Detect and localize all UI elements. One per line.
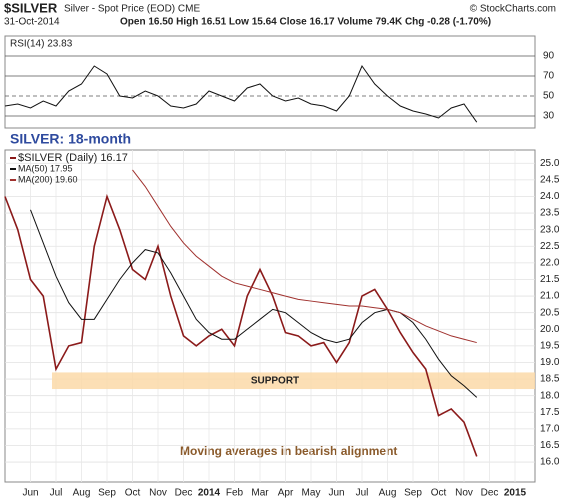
y-tick-label: 90	[543, 51, 555, 62]
x-tick-label: Oct	[431, 488, 447, 499]
y-tick-label: 19.5	[540, 341, 560, 352]
x-tick-label: Aug	[379, 488, 397, 499]
y-tick-label: 23.5	[540, 208, 560, 219]
y-tick-label: 22.5	[540, 241, 560, 252]
y-tick-label: 23.0	[540, 224, 560, 235]
annotation: Moving averages in bearish alignment	[180, 444, 397, 458]
legend-label: MA(200) 19.60	[18, 174, 78, 184]
rsi-title: RSI(14) 23.83	[10, 39, 73, 50]
x-tick-label: Nov	[455, 488, 473, 499]
x-tick-label: 2015	[504, 488, 527, 499]
rsi-line	[4, 64, 478, 123]
x-tick-label: Apr	[278, 488, 294, 499]
y-tick-label: 17.0	[540, 424, 560, 435]
x-tick-label: Jun	[22, 488, 38, 499]
x-tick-label: Mar	[251, 488, 269, 499]
series-line	[4, 193, 478, 457]
y-tick-label: 25.0	[540, 158, 560, 169]
series-line	[30, 209, 478, 398]
y-tick-label: 17.5	[540, 407, 560, 418]
band-label: SUPPORT	[251, 375, 299, 386]
y-tick-label: 16.0	[540, 457, 560, 468]
y-tick-label: 24.0	[540, 191, 560, 202]
y-tick-label: 19.0	[540, 357, 560, 368]
legend-label: $SILVER (Daily) 16.17	[18, 152, 128, 164]
price-panel	[4, 149, 536, 483]
source: © StockCharts.com	[470, 4, 556, 15]
symbol: $SILVER	[4, 0, 58, 15]
y-tick-label: 20.5	[540, 307, 560, 318]
x-tick-label: Oct	[125, 488, 141, 499]
quote: Open 16.50 High 16.51 Low 15.64 Close 16…	[120, 17, 491, 28]
x-tick-label: May	[302, 488, 321, 499]
date: 31-Oct-2014	[4, 17, 60, 28]
instrument-name: Silver - Spot Price (EOD) CME	[64, 4, 200, 15]
y-tick-label: 70	[543, 71, 555, 82]
x-tick-label: Sep	[404, 488, 422, 499]
x-tick-label: Dec	[481, 488, 499, 499]
chart-annotation: SILVER: 18-month	[10, 131, 131, 147]
series-line	[132, 169, 477, 344]
legend-label: MA(50) 17.95	[18, 163, 73, 173]
x-tick-label: Nov	[149, 488, 167, 499]
y-tick-label: 50	[543, 91, 555, 102]
x-tick-label: Feb	[226, 488, 244, 499]
x-tick-label: Jul	[50, 488, 63, 499]
x-tick-label: Jun	[328, 488, 344, 499]
y-tick-label: 21.5	[540, 274, 560, 285]
y-tick-label: 24.5	[540, 175, 560, 186]
x-tick-label: 2014	[198, 488, 221, 499]
y-tick-label: 18.0	[540, 390, 560, 401]
rsi-panel	[4, 35, 536, 129]
y-tick-label: 22.0	[540, 258, 560, 269]
x-tick-label: Jul	[356, 488, 369, 499]
y-tick-label: 18.5	[540, 374, 560, 385]
x-tick-label: Dec	[175, 488, 193, 499]
y-tick-label: 20.0	[540, 324, 560, 335]
x-tick-label: Sep	[98, 488, 116, 499]
y-tick-label: 21.0	[540, 291, 560, 302]
support-band	[52, 372, 535, 390]
y-tick-label: 16.5	[540, 440, 560, 451]
x-tick-label: Aug	[73, 488, 91, 499]
y-tick-label: 30	[543, 111, 555, 122]
